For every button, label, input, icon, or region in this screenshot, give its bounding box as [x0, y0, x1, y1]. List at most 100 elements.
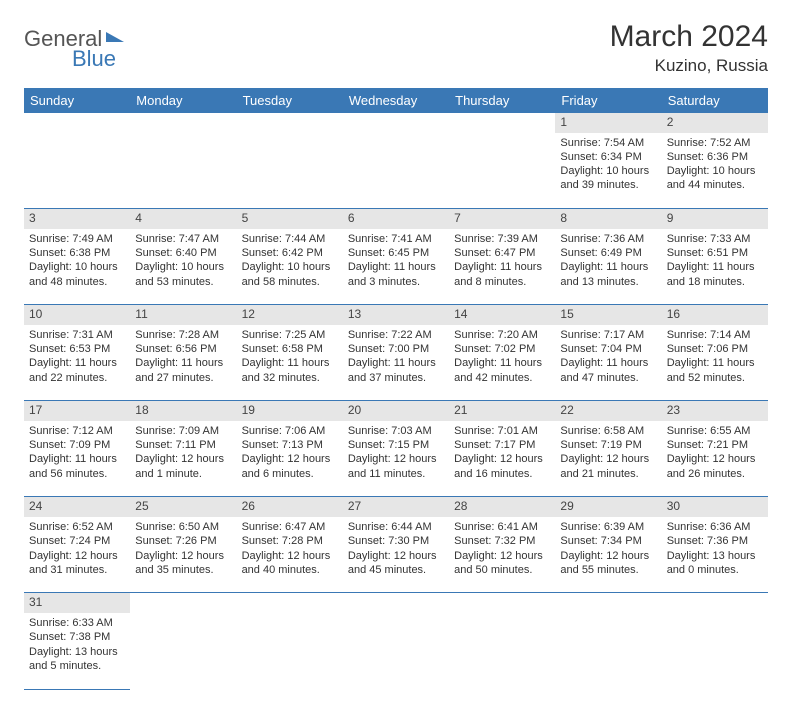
day-cell: Sunrise: 7:03 AMSunset: 7:15 PMDaylight:… — [343, 421, 449, 497]
day2-text: and 53 minutes. — [135, 275, 231, 289]
day-number-cell — [24, 113, 130, 133]
day-cell: Sunrise: 7:52 AMSunset: 6:36 PMDaylight:… — [662, 133, 768, 209]
sunset-text: Sunset: 6:36 PM — [667, 150, 763, 164]
logo-text-2: Blue — [72, 46, 116, 72]
day-number-cell: 23 — [662, 401, 768, 421]
weekday-header: Wednesday — [343, 88, 449, 113]
day1-text: Daylight: 12 hours — [242, 452, 338, 466]
sunset-text: Sunset: 6:40 PM — [135, 246, 231, 260]
day-cell: Sunrise: 7:06 AMSunset: 7:13 PMDaylight:… — [237, 421, 343, 497]
day1-text: Daylight: 10 hours — [135, 260, 231, 274]
day1-text: Daylight: 12 hours — [560, 452, 656, 466]
day-cell: Sunrise: 7:14 AMSunset: 7:06 PMDaylight:… — [662, 325, 768, 401]
day2-text: and 5 minutes. — [29, 659, 125, 673]
day-number-cell: 9 — [662, 209, 768, 229]
sunrise-text: Sunrise: 7:17 AM — [560, 328, 656, 342]
day-cell: Sunrise: 7:17 AMSunset: 7:04 PMDaylight:… — [555, 325, 661, 401]
sunrise-text: Sunrise: 7:06 AM — [242, 424, 338, 438]
day-number-cell: 10 — [24, 305, 130, 325]
day-cell — [662, 613, 768, 689]
day-cell: Sunrise: 7:25 AMSunset: 6:58 PMDaylight:… — [237, 325, 343, 401]
day2-text: and 52 minutes. — [667, 371, 763, 385]
sunrise-text: Sunrise: 6:36 AM — [667, 520, 763, 534]
day-number-cell: 27 — [343, 497, 449, 517]
day2-text: and 1 minute. — [135, 467, 231, 481]
sunrise-text: Sunrise: 7:54 AM — [560, 136, 656, 150]
day2-text: and 26 minutes. — [667, 467, 763, 481]
day-cell: Sunrise: 7:20 AMSunset: 7:02 PMDaylight:… — [449, 325, 555, 401]
sunrise-text: Sunrise: 7:12 AM — [29, 424, 125, 438]
day-number-cell: 28 — [449, 497, 555, 517]
day1-text: Daylight: 12 hours — [348, 549, 444, 563]
sunrise-text: Sunrise: 6:50 AM — [135, 520, 231, 534]
day-number-cell — [237, 113, 343, 133]
sunset-text: Sunset: 6:58 PM — [242, 342, 338, 356]
sunrise-text: Sunrise: 7:39 AM — [454, 232, 550, 246]
sunset-text: Sunset: 7:36 PM — [667, 534, 763, 548]
sunset-text: Sunset: 6:34 PM — [560, 150, 656, 164]
sunrise-text: Sunrise: 6:55 AM — [667, 424, 763, 438]
day-cell — [343, 613, 449, 689]
header: General March 2024 Kuzino, Russia — [24, 20, 768, 76]
sunset-text: Sunset: 7:21 PM — [667, 438, 763, 452]
day1-text: Daylight: 11 hours — [29, 356, 125, 370]
day-number-cell: 15 — [555, 305, 661, 325]
day-number-row: 31 — [24, 593, 768, 613]
day-cell — [24, 133, 130, 209]
day1-text: Daylight: 11 hours — [454, 260, 550, 274]
day-cell: Sunrise: 6:47 AMSunset: 7:28 PMDaylight:… — [237, 517, 343, 593]
day-number-cell: 24 — [24, 497, 130, 517]
day-number-cell — [449, 593, 555, 613]
sunrise-text: Sunrise: 7:33 AM — [667, 232, 763, 246]
day2-text: and 31 minutes. — [29, 563, 125, 577]
day-number-cell — [343, 113, 449, 133]
sunrise-text: Sunrise: 6:58 AM — [560, 424, 656, 438]
sunset-text: Sunset: 7:13 PM — [242, 438, 338, 452]
day-number-cell: 18 — [130, 401, 236, 421]
day-cell: Sunrise: 6:55 AMSunset: 7:21 PMDaylight:… — [662, 421, 768, 497]
day1-text: Daylight: 10 hours — [560, 164, 656, 178]
day-number-row: 3456789 — [24, 209, 768, 229]
day2-text: and 50 minutes. — [454, 563, 550, 577]
sunset-text: Sunset: 7:17 PM — [454, 438, 550, 452]
day2-text: and 55 minutes. — [560, 563, 656, 577]
day1-text: Daylight: 11 hours — [348, 260, 444, 274]
day-cell — [130, 613, 236, 689]
day2-text: and 13 minutes. — [560, 275, 656, 289]
day-cell: Sunrise: 6:41 AMSunset: 7:32 PMDaylight:… — [449, 517, 555, 593]
sunset-text: Sunset: 6:38 PM — [29, 246, 125, 260]
day-cell: Sunrise: 7:47 AMSunset: 6:40 PMDaylight:… — [130, 229, 236, 305]
day-number-cell — [555, 593, 661, 613]
day-cell: Sunrise: 6:44 AMSunset: 7:30 PMDaylight:… — [343, 517, 449, 593]
sunrise-text: Sunrise: 7:41 AM — [348, 232, 444, 246]
day2-text: and 44 minutes. — [667, 178, 763, 192]
sunrise-text: Sunrise: 7:20 AM — [454, 328, 550, 342]
day2-text: and 56 minutes. — [29, 467, 125, 481]
day-number-cell — [130, 113, 236, 133]
day-cell: Sunrise: 7:41 AMSunset: 6:45 PMDaylight:… — [343, 229, 449, 305]
sunrise-text: Sunrise: 6:47 AM — [242, 520, 338, 534]
day-number-cell: 26 — [237, 497, 343, 517]
sunrise-text: Sunrise: 7:31 AM — [29, 328, 125, 342]
sunrise-text: Sunrise: 6:44 AM — [348, 520, 444, 534]
day-content-row: Sunrise: 6:33 AMSunset: 7:38 PMDaylight:… — [24, 613, 768, 689]
day1-text: Daylight: 13 hours — [667, 549, 763, 563]
day-number-cell: 13 — [343, 305, 449, 325]
day-number-cell: 31 — [24, 593, 130, 613]
day2-text: and 37 minutes. — [348, 371, 444, 385]
sunset-text: Sunset: 7:28 PM — [242, 534, 338, 548]
day-cell: Sunrise: 7:22 AMSunset: 7:00 PMDaylight:… — [343, 325, 449, 401]
day1-text: Daylight: 11 hours — [348, 356, 444, 370]
day-cell: Sunrise: 7:09 AMSunset: 7:11 PMDaylight:… — [130, 421, 236, 497]
day1-text: Daylight: 11 hours — [29, 452, 125, 466]
day-number-cell: 7 — [449, 209, 555, 229]
page-title: March 2024 — [610, 20, 768, 54]
sunset-text: Sunset: 7:11 PM — [135, 438, 231, 452]
day2-text: and 48 minutes. — [29, 275, 125, 289]
day-cell: Sunrise: 6:52 AMSunset: 7:24 PMDaylight:… — [24, 517, 130, 593]
sunset-text: Sunset: 7:06 PM — [667, 342, 763, 356]
day2-text: and 32 minutes. — [242, 371, 338, 385]
sunrise-text: Sunrise: 7:03 AM — [348, 424, 444, 438]
day-number-cell: 25 — [130, 497, 236, 517]
sunset-text: Sunset: 7:38 PM — [29, 630, 125, 644]
